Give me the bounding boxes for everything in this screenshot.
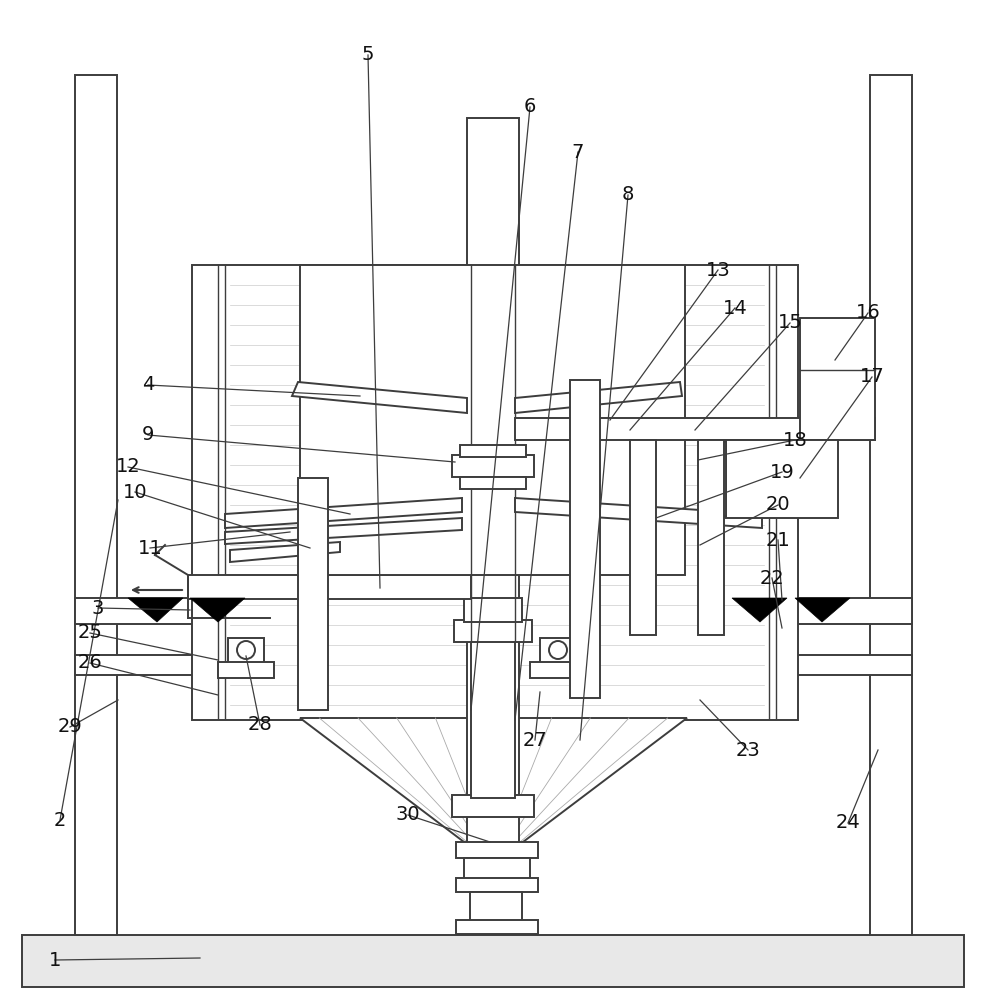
Bar xyxy=(75,598,305,624)
Text: 11: 11 xyxy=(137,538,163,558)
Bar xyxy=(187,575,470,599)
Polygon shape xyxy=(225,498,461,528)
Text: 6: 6 xyxy=(524,98,535,116)
Text: 10: 10 xyxy=(122,483,147,502)
Text: 19: 19 xyxy=(769,462,794,482)
Text: 13: 13 xyxy=(705,260,730,279)
Text: 21: 21 xyxy=(765,530,790,550)
Polygon shape xyxy=(711,440,726,518)
Bar xyxy=(469,892,522,922)
Text: 18: 18 xyxy=(782,430,807,450)
Polygon shape xyxy=(732,598,786,622)
Bar xyxy=(454,620,531,642)
Circle shape xyxy=(548,641,566,659)
Bar xyxy=(452,455,533,477)
Polygon shape xyxy=(292,382,466,413)
Bar xyxy=(456,920,537,934)
Bar xyxy=(726,440,837,518)
Bar xyxy=(470,640,515,798)
Bar xyxy=(570,380,599,698)
Polygon shape xyxy=(515,498,761,528)
Text: 14: 14 xyxy=(722,298,746,318)
Text: 2: 2 xyxy=(54,810,66,830)
Text: 7: 7 xyxy=(571,142,584,161)
Bar xyxy=(75,75,117,935)
Bar xyxy=(463,598,522,622)
Bar xyxy=(456,878,537,892)
Text: 4: 4 xyxy=(142,375,154,394)
Bar xyxy=(459,445,526,457)
Text: 22: 22 xyxy=(759,568,784,587)
Bar xyxy=(298,478,327,710)
Polygon shape xyxy=(128,598,182,622)
Bar xyxy=(800,318,875,440)
Bar xyxy=(75,655,305,675)
Text: 12: 12 xyxy=(115,458,140,477)
Bar xyxy=(629,440,656,635)
Bar xyxy=(515,418,875,440)
Bar xyxy=(539,638,576,664)
Bar xyxy=(192,265,798,720)
Polygon shape xyxy=(225,518,461,544)
Polygon shape xyxy=(300,718,686,845)
Text: 23: 23 xyxy=(735,740,759,760)
Bar xyxy=(22,935,963,987)
Bar xyxy=(681,655,911,675)
Text: 30: 30 xyxy=(395,806,420,824)
Bar xyxy=(463,858,529,880)
Polygon shape xyxy=(230,542,339,562)
Bar xyxy=(218,662,274,678)
Polygon shape xyxy=(515,382,681,413)
Text: 9: 9 xyxy=(142,426,154,444)
Text: 16: 16 xyxy=(855,304,880,322)
Bar xyxy=(459,477,526,489)
Text: 28: 28 xyxy=(247,716,272,734)
Bar xyxy=(228,638,263,664)
Text: 25: 25 xyxy=(78,624,103,643)
Bar xyxy=(466,118,519,848)
Circle shape xyxy=(237,641,254,659)
Text: 5: 5 xyxy=(362,45,374,64)
Bar xyxy=(869,75,911,935)
Text: 15: 15 xyxy=(777,314,802,332)
Bar xyxy=(456,842,537,858)
Text: 1: 1 xyxy=(48,950,61,970)
Bar xyxy=(681,598,911,624)
Bar xyxy=(529,662,586,678)
Text: 26: 26 xyxy=(78,654,103,672)
Text: 24: 24 xyxy=(835,814,860,832)
Polygon shape xyxy=(794,598,849,622)
Text: 29: 29 xyxy=(57,718,82,736)
Text: 27: 27 xyxy=(523,730,547,750)
Bar xyxy=(697,440,724,635)
Text: 8: 8 xyxy=(621,186,634,205)
Text: 17: 17 xyxy=(859,367,883,386)
Polygon shape xyxy=(190,598,245,622)
Text: 20: 20 xyxy=(765,495,790,514)
Bar xyxy=(452,795,533,817)
Bar xyxy=(300,265,684,575)
Text: 3: 3 xyxy=(92,598,105,617)
